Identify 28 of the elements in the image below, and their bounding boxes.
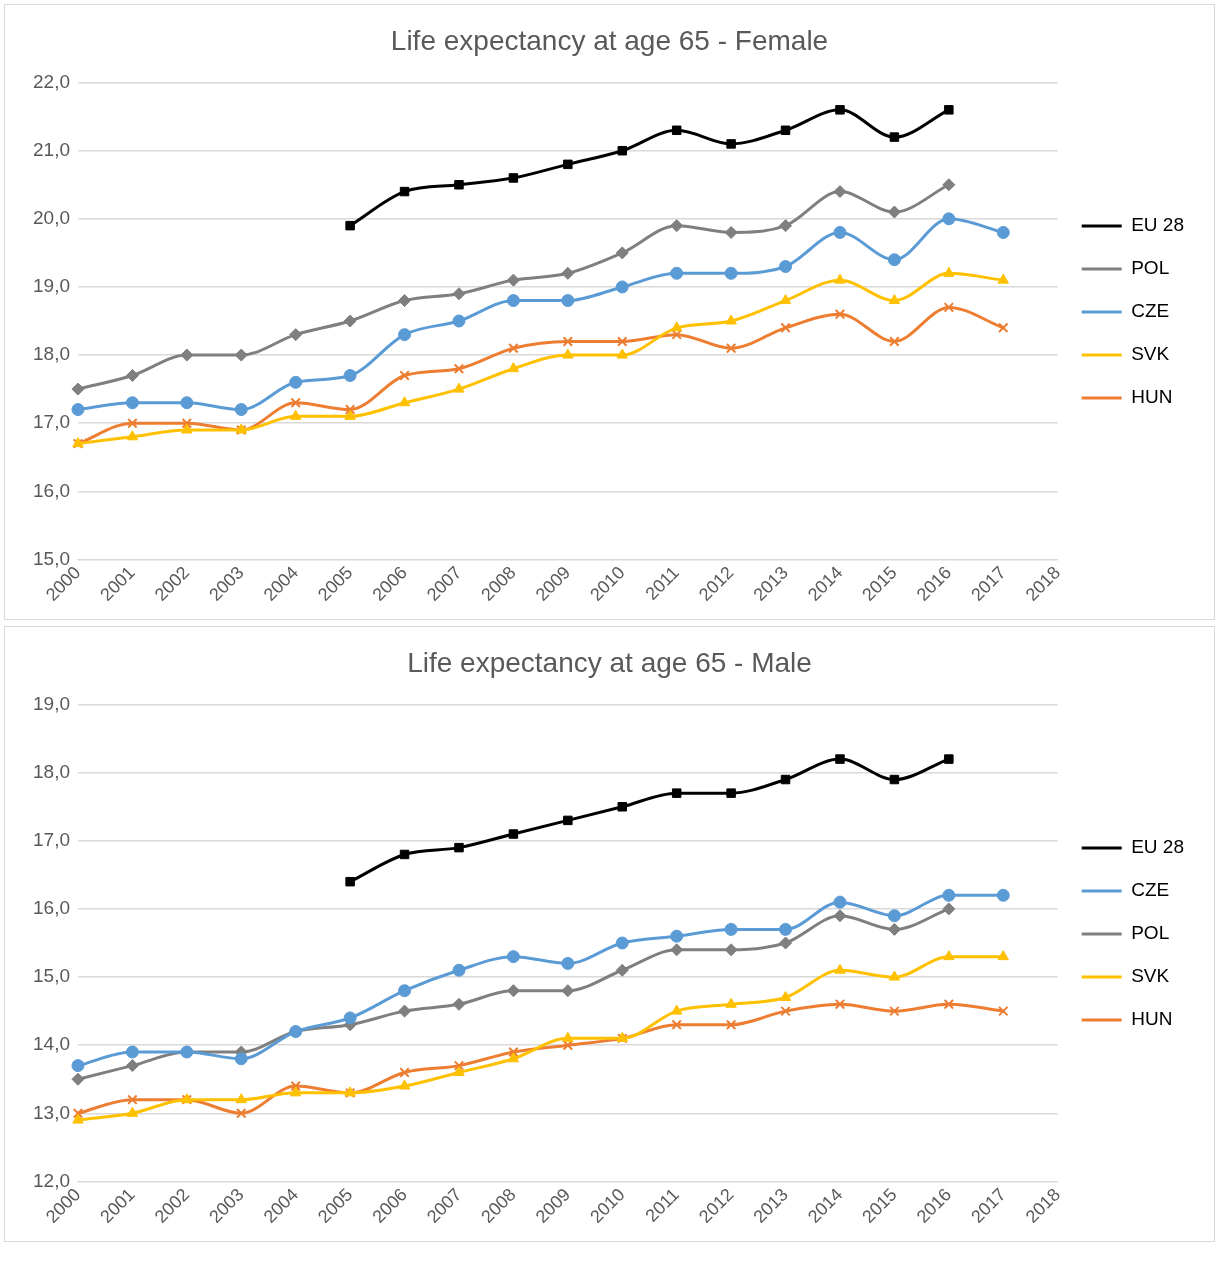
y-tick-label: 17,0 bbox=[33, 411, 70, 433]
legend-label: HUN bbox=[1131, 1008, 1173, 1030]
legend-label: HUN bbox=[1131, 386, 1173, 408]
y-tick-label: 17,0 bbox=[33, 829, 70, 851]
y-tick-label: 18,0 bbox=[33, 343, 70, 365]
legend-label: POL bbox=[1131, 922, 1170, 944]
chart-title: Life expectancy at age 65 - Male bbox=[407, 646, 812, 678]
y-tick-label: 14,0 bbox=[33, 1033, 70, 1055]
legend-label: SVK bbox=[1131, 965, 1170, 987]
y-tick-label: 16,0 bbox=[33, 479, 70, 501]
y-tick-label: 22,0 bbox=[33, 70, 70, 92]
legend-label: EU 28 bbox=[1131, 836, 1185, 858]
legend-label: SVK bbox=[1131, 343, 1170, 365]
y-tick-label: 21,0 bbox=[33, 138, 70, 160]
legend-label: EU 28 bbox=[1131, 214, 1185, 236]
y-tick-label: 18,0 bbox=[33, 760, 70, 782]
legend-label: CZE bbox=[1131, 300, 1170, 322]
chart-title: Life expectancy at age 65 - Female bbox=[390, 24, 829, 56]
y-tick-label: 19,0 bbox=[33, 275, 70, 297]
legend-label: POL bbox=[1131, 257, 1170, 279]
y-tick-label: 20,0 bbox=[33, 207, 70, 229]
y-tick-label: 13,0 bbox=[33, 1101, 70, 1123]
y-tick-label: 12,0 bbox=[33, 1169, 70, 1191]
y-tick-label: 16,0 bbox=[33, 897, 70, 919]
y-tick-label: 15,0 bbox=[33, 547, 70, 569]
y-tick-label: 19,0 bbox=[33, 692, 70, 714]
legend-label: CZE bbox=[1131, 879, 1170, 901]
y-tick-label: 15,0 bbox=[33, 965, 70, 987]
